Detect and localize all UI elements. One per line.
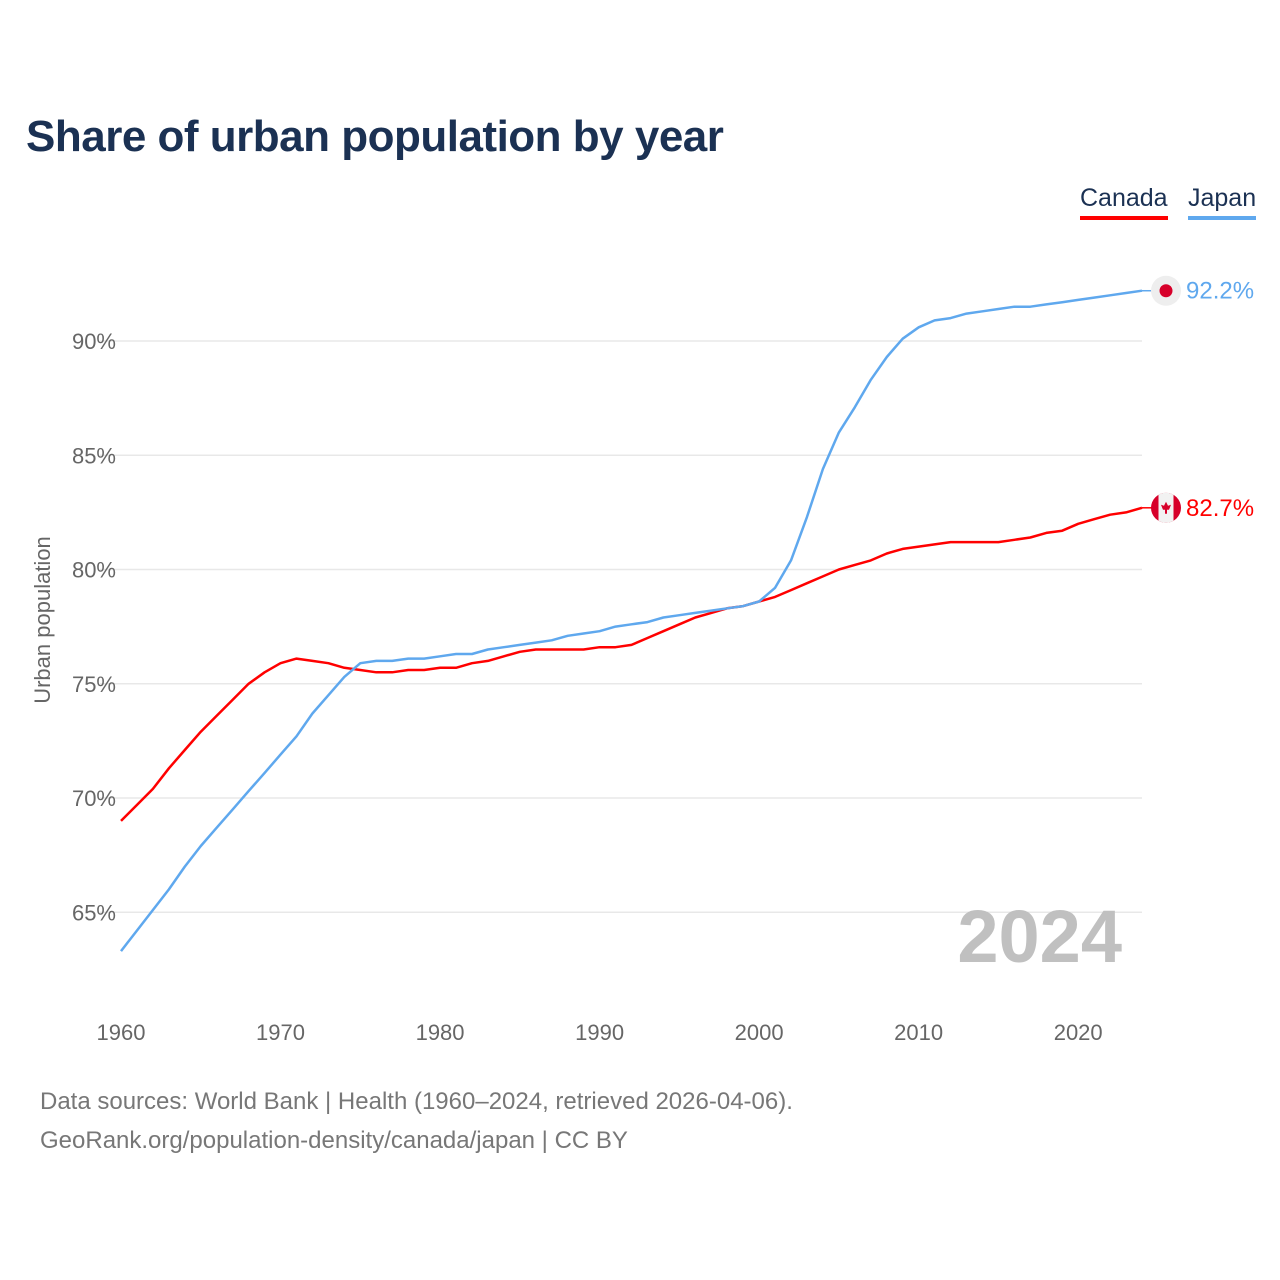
y-tick-label: 75% bbox=[72, 672, 116, 697]
canada-flag-icon bbox=[1151, 492, 1181, 523]
y-tick-label: 70% bbox=[72, 786, 116, 811]
y-tick-label: 65% bbox=[72, 900, 116, 925]
x-tick-label: 1970 bbox=[256, 1020, 305, 1045]
source-link[interactable]: GeoRank.org/population-density/canada/ja… bbox=[40, 1127, 628, 1154]
x-tick-label: 2010 bbox=[894, 1020, 943, 1045]
y-tick-label: 80% bbox=[72, 558, 116, 583]
x-tick-label: 2000 bbox=[735, 1020, 784, 1045]
y-tick-label: 90% bbox=[72, 329, 116, 354]
flag-body bbox=[1151, 492, 1181, 523]
end-value-label: 82.7% bbox=[1186, 495, 1254, 522]
series-line-japan bbox=[120, 289, 1143, 952]
x-tick-label: 1980 bbox=[416, 1020, 465, 1045]
y-axis-label: Urban population bbox=[30, 536, 55, 704]
x-tick-label: 2020 bbox=[1054, 1020, 1103, 1045]
legend-japan[interactable]: Japan bbox=[1188, 184, 1257, 220]
legend-canada[interactable]: Canada bbox=[1080, 184, 1168, 220]
flag-sun bbox=[1159, 284, 1173, 298]
year-marker: 2024 bbox=[957, 895, 1122, 978]
maple-leaf-icon bbox=[1161, 501, 1171, 514]
y-tick-label: 85% bbox=[72, 443, 116, 468]
chart-title: Share of urban population by year bbox=[26, 112, 724, 161]
series-line-canada bbox=[120, 506, 1143, 822]
source-line: Data sources: World Bank | Health (1960–… bbox=[40, 1088, 793, 1115]
japan-flag-icon bbox=[1151, 275, 1181, 306]
end-value-label: 92.2% bbox=[1186, 278, 1254, 305]
x-tick-label: 1990 bbox=[575, 1020, 624, 1045]
x-tick-label: 1960 bbox=[97, 1020, 146, 1045]
